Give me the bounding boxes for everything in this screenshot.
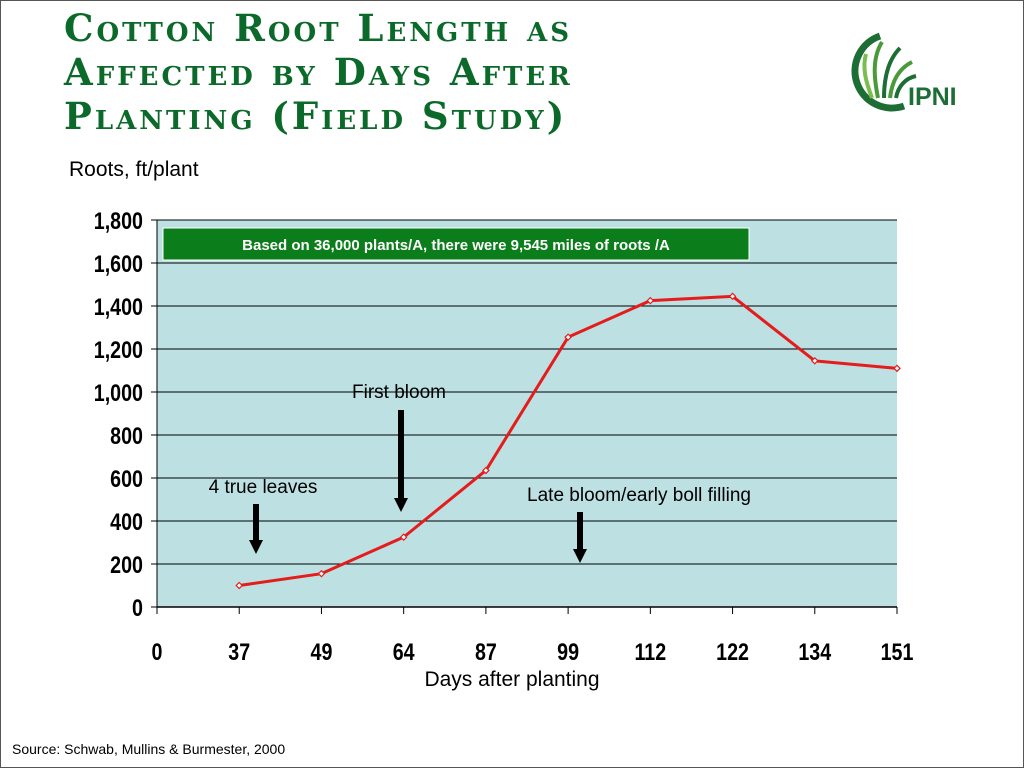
source-citation: Source: Schwab, Mullins & Burmester, 200… [12,741,286,757]
x-tick-label: 134 [798,638,832,665]
data-point [564,333,572,342]
data-point [893,364,901,373]
data-point [646,296,655,305]
y-tick-label: 600 [110,465,143,492]
x-tick-label: 64 [393,638,416,665]
data-point [317,569,326,578]
plot-area [157,220,897,607]
logo-text: IPNI [908,83,957,111]
y-tick-label: 1,400 [94,293,143,320]
x-tick-label: 99 [557,638,579,665]
data-point [482,466,490,475]
note-text: Based on 36,000 plants/A, there were 9,5… [242,237,670,254]
annotation-4-true-leaves: 4 true leaves [209,477,318,498]
y-tick-label: 1,200 [94,336,143,363]
y-tick-label: 200 [110,551,143,578]
x-tick-label: 0 [152,638,163,665]
data-point [728,292,737,301]
x-tick-label: 37 [228,638,250,665]
y-tick-label: 1,800 [94,207,143,234]
note-box [162,227,750,261]
x-tick-label: 87 [475,638,497,665]
title-line-3: Planting (Field Study) [64,94,568,138]
x-axis-label: Days after planting [424,668,600,691]
y-tick-label: 400 [110,508,143,535]
data-point [235,581,244,590]
line-chart: 0 200 400 600 800 1,000 1,200 1,400 1,600 1,800 0 3… [94,207,914,665]
y-tick-label: 1,600 [94,250,143,277]
data-point [810,356,819,365]
x-tick-label: 49 [311,638,333,665]
y-tick-label: 0 [132,594,143,621]
annotation-late-bloom: Late bloom/early boll filling [527,485,751,506]
annotation-arrow-4-true-leaves-head [249,540,263,554]
y-tick-label: 800 [110,422,143,449]
annotation-first-bloom: First bloom [352,382,446,403]
wheat-leaf-logo-icon [851,32,917,112]
annotation-arrow-late-bloom-head [573,549,587,563]
annotation-arrow-first-bloom-head [394,498,408,512]
title-line-2: Affected by Days After [64,50,573,94]
x-tick-label: 112 [634,638,666,665]
y-axis-label: Roots, ft/plant [69,158,199,181]
x-tick-label: 122 [716,638,749,665]
x-tick-label: 151 [881,638,914,665]
data-point [399,533,408,541]
slide-title: Cotton Root Length as Affected by Days A… [64,6,784,138]
y-tick-label: 1,000 [94,379,143,406]
ipni-logo: IPNI [851,32,957,112]
title-line-1: Cotton Root Length as [64,6,572,50]
